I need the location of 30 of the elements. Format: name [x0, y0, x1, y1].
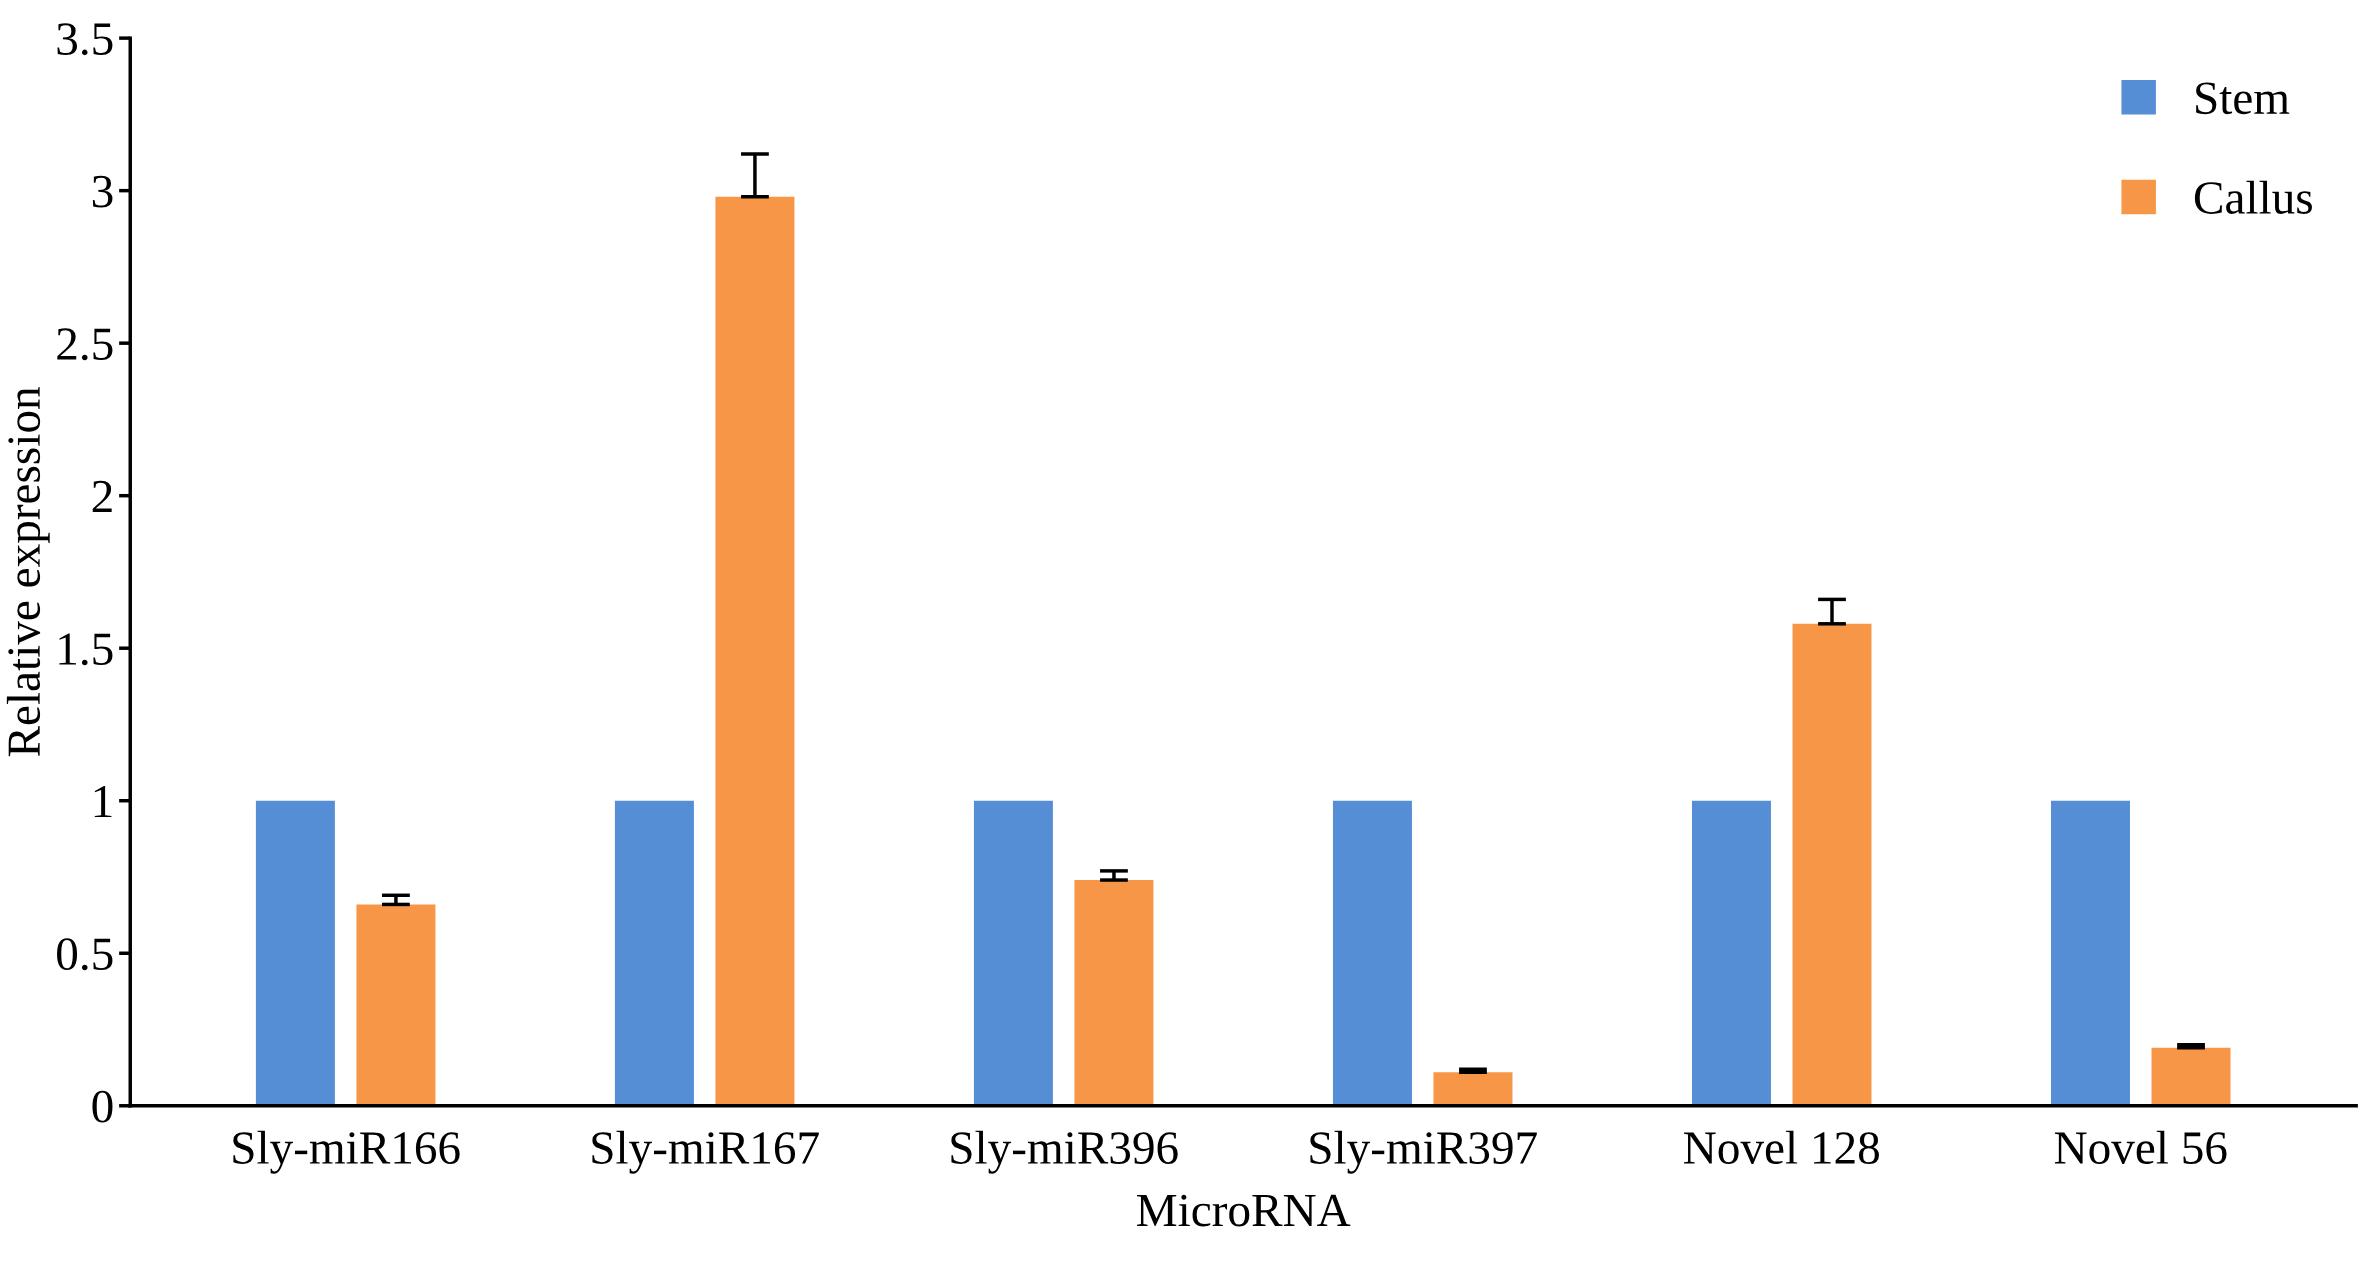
- bar: [1691, 800, 1771, 1106]
- bar: [2050, 800, 2130, 1106]
- bar: [715, 196, 795, 1106]
- bar: [356, 904, 436, 1106]
- x-tick-label: Sly-miR167: [592, 1130, 819, 1174]
- y-tick-label: 2: [92, 480, 112, 513]
- y-tick-label: 2.5: [57, 328, 113, 361]
- x-axis-title: MicroRNA: [1137, 1194, 1351, 1227]
- bar: [1792, 623, 1872, 1106]
- legend-label: Callus: [2194, 180, 2312, 214]
- y-tick-label: 0: [92, 1090, 113, 1123]
- legend-label: Stem: [2196, 82, 2290, 115]
- bar: [973, 800, 1053, 1106]
- x-tick-label: Novel 56: [2054, 1130, 2227, 1164]
- x-tick-label: Sly-miR396: [951, 1130, 1178, 1174]
- y-tick-label: 0.5: [57, 938, 113, 971]
- bar: [1433, 1072, 1513, 1106]
- y-tick-label: 3: [92, 175, 113, 208]
- y-tick-label: 1: [94, 785, 112, 818]
- x-tick-label: Novel 128: [1684, 1130, 1879, 1164]
- y-axis-title: Relative expression: [6, 387, 50, 757]
- bar: [614, 800, 694, 1106]
- bar: [1332, 800, 1412, 1106]
- x-tick-label: Sly-miR397: [1310, 1130, 1537, 1174]
- bar: [1074, 880, 1154, 1106]
- y-tick-label: 3.5: [57, 23, 113, 56]
- bar: [255, 800, 335, 1106]
- bar: [2151, 1047, 2231, 1106]
- x-tick-label: Sly-miR166: [233, 1130, 460, 1174]
- y-tick-label: 1.5: [59, 633, 113, 666]
